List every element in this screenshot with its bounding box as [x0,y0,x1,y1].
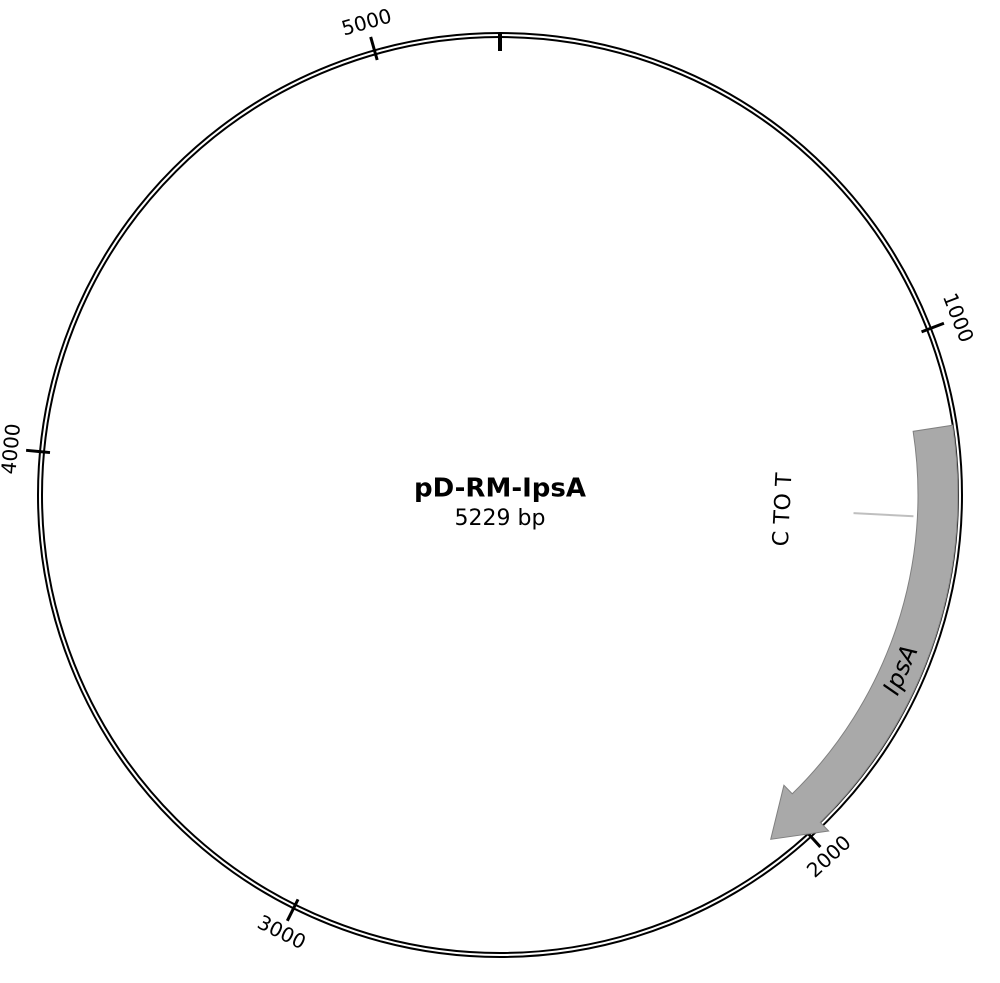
scale-tick [294,899,298,908]
mutation-label: C TO T [769,472,798,547]
plasmid-title: pD-RM-IpsA [414,474,586,504]
scale-tick [371,37,375,50]
scale-tick-label: 3000 [254,910,310,954]
scale-tick [922,328,931,332]
plasmid-size-label: 5229 bp [455,506,546,531]
scale-tick [931,323,944,328]
plasmid-map: 10002000300040005000IpsAC TO TpD-RM-IpsA… [0,0,1000,983]
scale-tick-label: 4000 [0,422,25,475]
scale-tick-label: 1000 [938,290,979,346]
scale-tick [287,908,293,921]
feature-arrow-ipsa [771,425,958,839]
scale-tick [374,50,377,60]
scale-tick [26,450,40,451]
scale-tick [40,452,50,453]
scale-tick [811,837,820,847]
mutation-pointer [854,513,914,516]
scale-tick-label: 5000 [339,4,395,41]
